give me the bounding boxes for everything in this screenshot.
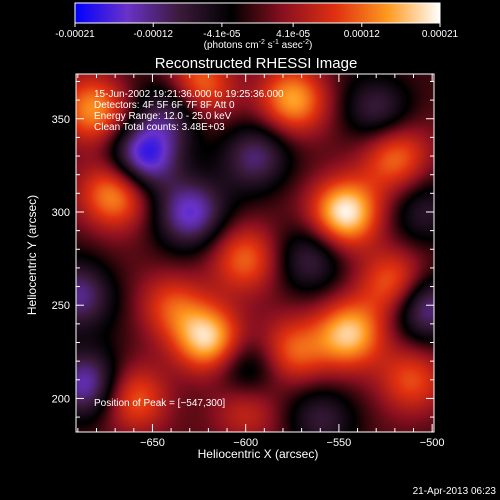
x-axis-label: Heliocentric X (arcsec) bbox=[198, 447, 319, 461]
annotation-line: 15-Jun-2002 19:21:36.000 to 19:25:36.000 bbox=[94, 89, 284, 100]
colorbar-fill bbox=[75, 3, 440, 23]
colorbar-tick-label: -4.1e-05 bbox=[203, 29, 241, 40]
colorbar-tick-label: 0.00012 bbox=[344, 29, 381, 40]
x-axis-tick-labels: −650 −600 −550 −500 bbox=[140, 437, 444, 449]
heatmap-image bbox=[76, 74, 434, 432]
colorbar-frame bbox=[74, 2, 441, 24]
heatmap-plot-area bbox=[75, 73, 435, 433]
colorbar-tick-label: -0.00021 bbox=[55, 29, 95, 40]
chart-title: Reconstructed RHESSI Image bbox=[155, 55, 358, 72]
colorbar-tick-label: 4.1e-05 bbox=[276, 29, 310, 40]
x-tick-label: −500 bbox=[420, 437, 445, 449]
colorbar-tick-labels: -0.00021 -0.00012 -4.1e-05 4.1e-05 0.00012 0.… bbox=[55, 29, 458, 40]
x-tick-label: −600 bbox=[233, 437, 258, 449]
annotation-line: Clean Total counts: 3.48E+03 bbox=[94, 122, 225, 133]
peak-position-label: Position of Peak = [−547,300] bbox=[94, 398, 225, 409]
y-axis-tick-labels: 200 250 300 350 bbox=[52, 114, 70, 406]
y-tick-label: 250 bbox=[52, 300, 70, 312]
x-tick-label: −650 bbox=[140, 437, 165, 449]
y-tick-label: 350 bbox=[52, 114, 70, 126]
plot-frame bbox=[75, 73, 435, 433]
x-tick-label: −550 bbox=[327, 437, 352, 449]
y-tick-label: 300 bbox=[52, 207, 70, 219]
colorbar-tick-label: -0.00012 bbox=[133, 29, 173, 40]
colorbar: -0.00021 -0.00012 -4.1e-05 4.1e-05 0.00012 0.… bbox=[55, 2, 459, 51]
y-tick-label: 200 bbox=[52, 393, 70, 405]
footer-date: 21-Apr-2013 06:23 bbox=[413, 486, 497, 497]
colorbar-ticks bbox=[74, 23, 441, 27]
y-axis-label: Heliocentric Y (arcsec) bbox=[25, 195, 39, 315]
colorbar-tick-label: 0.00021 bbox=[422, 29, 459, 40]
annotation-line: Detectors: 4F 5F 6F 7F 8F Att 0 bbox=[94, 100, 235, 111]
x-axis-ticks bbox=[77, 74, 433, 432]
y-axis-ticks bbox=[76, 80, 434, 418]
observation-annotations: 15-Jun-2002 19:21:36.000 to 19:25:36.000… bbox=[94, 89, 284, 133]
annotation-line: Energy Range: 12.0 - 25.0 keV bbox=[94, 111, 232, 122]
colorbar-unit-label: (photons cm-2 s-1 asec-2) bbox=[204, 39, 313, 51]
